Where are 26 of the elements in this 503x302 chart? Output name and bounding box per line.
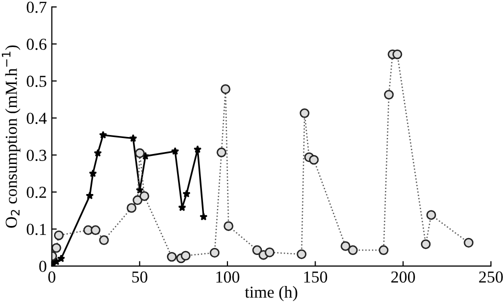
y-tick-label: 0.7 bbox=[26, 2, 46, 13]
point bbox=[194, 145, 202, 153]
point bbox=[94, 148, 102, 157]
point bbox=[86, 192, 94, 200]
x-tick-label: 250 bbox=[479, 271, 503, 283]
point bbox=[129, 134, 138, 142]
point bbox=[99, 130, 108, 139]
y-tick-label: 0.2 bbox=[26, 186, 46, 198]
y-axis-title: O$_{2}$ consumption (mM.h$^{−1}$) bbox=[2, 45, 20, 228]
y-tick-label: 0.1 bbox=[26, 224, 46, 236]
x-axis-title: time (h) bbox=[244, 286, 298, 302]
x-tick-label: 0 bbox=[48, 271, 56, 283]
x-tick-label: 150 bbox=[304, 271, 328, 283]
y-tick-label: 0.4 bbox=[26, 112, 47, 124]
y-tick-label: 0.5 bbox=[26, 76, 46, 87]
point bbox=[57, 254, 66, 262]
point bbox=[200, 212, 208, 220]
y-tick-label: 0.6 bbox=[26, 38, 46, 50]
y-tick-label: 0.3 bbox=[26, 150, 46, 162]
x-tick-label: 50 bbox=[132, 271, 148, 283]
y-tick-label: 0 bbox=[39, 260, 46, 272]
point bbox=[182, 190, 191, 198]
point bbox=[171, 147, 180, 155]
point bbox=[88, 169, 97, 178]
x-tick-label: 200 bbox=[391, 271, 415, 283]
x-tick-label: 100 bbox=[216, 271, 240, 283]
